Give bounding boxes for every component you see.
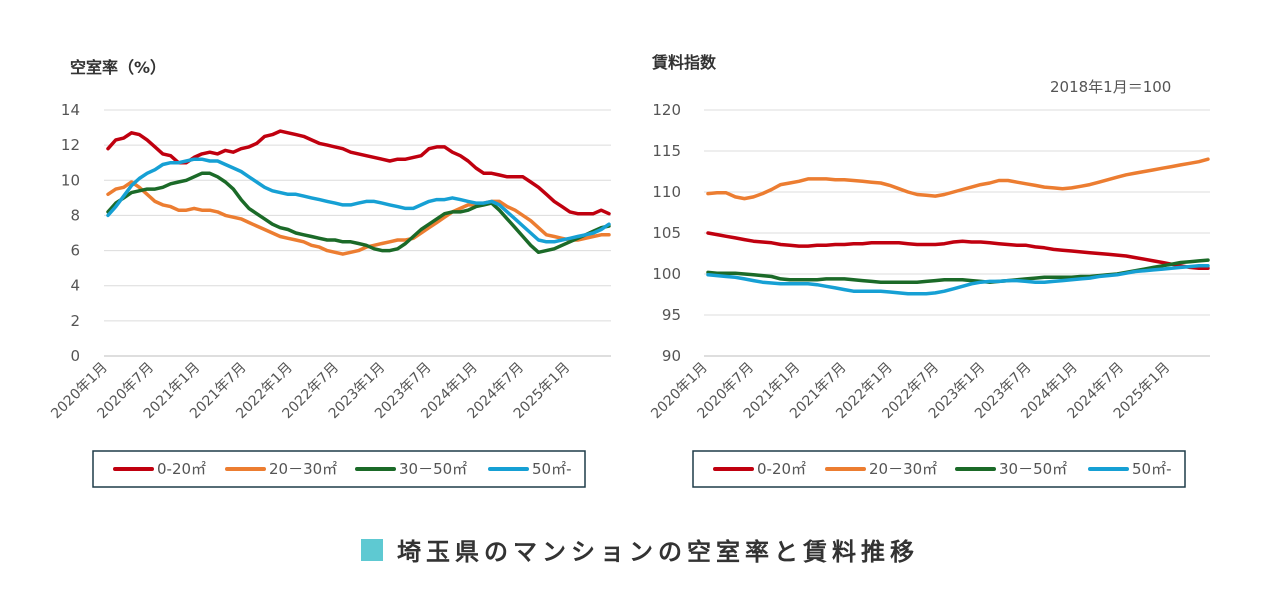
vacancy-xticks: 2020年1月2020年7月2021年1月2021年7月2022年1月2022年…	[48, 360, 573, 423]
ytick-label-6: 6	[70, 242, 80, 260]
ytick-label-12: 12	[61, 136, 80, 154]
ytick-label-10: 10	[61, 171, 80, 189]
rent-legend-label-2: 30－50㎡	[999, 460, 1067, 478]
ytick-label-100: 100	[652, 265, 681, 283]
vacancy-gridlines	[104, 109, 611, 357]
series-line-2	[106, 171, 611, 255]
caption-row: 埼玉県のマンションの空室率と賃料推移	[0, 532, 1280, 567]
series-line-3	[106, 157, 611, 244]
ytick-label-14: 14	[61, 101, 80, 119]
ytick-label-115: 115	[652, 142, 681, 160]
series-line-3	[706, 264, 1210, 296]
vacancy-legend-label-1: 20－30㎡	[269, 460, 337, 478]
rent-index-chart: 賃料指数 2018年1月＝100 90 95 100 105 110 115 120 202…	[648, 53, 1210, 488]
rent-series	[706, 157, 1210, 296]
vacancy-chart-ylabel: 空室率（%）	[70, 58, 166, 77]
ytick-label-110: 110	[652, 183, 681, 201]
ytick-label-4: 4	[70, 277, 80, 295]
vacancy-yticks: 0 2 4 6 8 10 12 14	[61, 101, 80, 365]
vacancy-legend-label-0: 0-20㎡	[157, 460, 206, 478]
ytick-label-90: 90	[662, 347, 681, 365]
rent-index-chart-ylabel: 賃料指数	[651, 53, 717, 72]
rent-index-base-note: 2018年1月＝100	[1050, 78, 1171, 96]
vacancy-chart: 空室率（%） 0 2 4 6 8 10 12 14 2020年1月2020年7月2021年1月…	[48, 58, 611, 488]
series-line-1	[106, 180, 611, 256]
vacancy-legend: 0-20㎡ 20－30㎡ 30－50㎡ 50㎡-	[92, 450, 586, 488]
rent-legend-label-0: 0-20㎡	[757, 460, 806, 478]
ytick-label-2: 2	[70, 312, 80, 330]
vacancy-series	[106, 129, 611, 256]
page-title: 埼玉県のマンションの空室率と賃料推移	[397, 538, 919, 566]
ytick-label-0: 0	[70, 347, 80, 365]
series-line-1	[706, 157, 1210, 201]
ytick-label-95: 95	[662, 306, 681, 324]
ytick-label-8: 8	[70, 206, 80, 224]
ytick-label-105: 105	[652, 224, 681, 242]
rent-xticks: 2020年1月2020年7月2021年1月2021年7月2022年1月2022年…	[648, 360, 1173, 423]
series-line-0	[706, 231, 1210, 271]
caption-square-icon	[361, 538, 383, 561]
rent-gridlines	[704, 109, 1210, 357]
rent-legend-label-1: 20－30㎡	[869, 460, 937, 478]
rent-legend-label-3: 50㎡-	[1132, 460, 1172, 478]
vacancy-legend-label-2: 30－50㎡	[399, 460, 467, 478]
vacancy-legend-label-3: 50㎡-	[532, 460, 572, 478]
ytick-label-120: 120	[652, 101, 681, 119]
rent-legend: 0-20㎡ 20－30㎡ 30－50㎡ 50㎡-	[692, 450, 1186, 488]
rent-yticks: 90 95 100 105 110 115 120	[652, 101, 681, 365]
